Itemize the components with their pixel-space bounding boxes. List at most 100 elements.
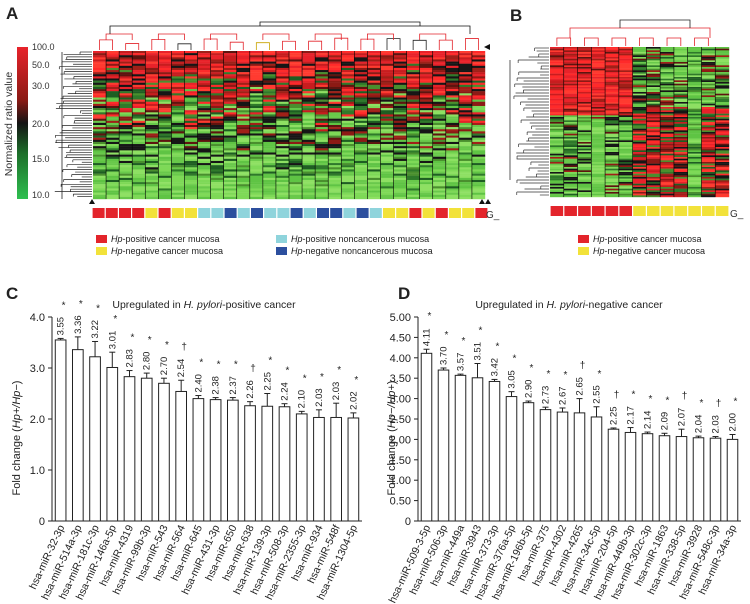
- heatmap-cell: [106, 150, 120, 153]
- heatmap-cell: [563, 65, 578, 68]
- heatmap-cell: [158, 175, 172, 179]
- heatmap-cell: [577, 153, 592, 156]
- heatmap-cell: [632, 193, 647, 196]
- heatmap-cell: [605, 85, 620, 88]
- heatmap-cell: [632, 140, 647, 143]
- heatmap-cell: [249, 91, 264, 94]
- heatmap-cell: [419, 63, 433, 66]
- heatmap-cell: [210, 179, 224, 183]
- heatmap-cell: [715, 128, 730, 131]
- heatmap-cell: [432, 78, 446, 81]
- heatmap-cell: [289, 86, 303, 90]
- heatmap-cell: [132, 59, 146, 62]
- heatmap-cell: [184, 108, 198, 111]
- heatmap-cell: [315, 158, 329, 162]
- heatmap-cell: [289, 127, 303, 130]
- heatmap-cell: [106, 65, 120, 69]
- heatmap-cell: [605, 173, 620, 176]
- heatmap-cell: [302, 156, 316, 160]
- heatmap-cell: [577, 152, 592, 154]
- y-tick-label: 1.00: [390, 475, 411, 487]
- heatmap-cell: [393, 177, 407, 181]
- heatmap-cell: [458, 196, 473, 200]
- heatmap-cell: [184, 110, 198, 113]
- heatmap-cell: [145, 84, 159, 88]
- heatmap-cell: [419, 67, 433, 71]
- heatmap-cell: [354, 76, 368, 79]
- heatmap-cell: [632, 187, 647, 189]
- heatmap-cell: [591, 52, 606, 54]
- heatmap-cell: [445, 97, 460, 100]
- heatmap-cell: [341, 114, 355, 117]
- heatmap-cell: [106, 125, 120, 128]
- y-tick-label: 5.00: [390, 312, 411, 324]
- heatmap-cell: [591, 145, 606, 148]
- heatmap-cell: [328, 91, 342, 94]
- heatmap-cell: [289, 101, 303, 105]
- heatmap-cell: [687, 128, 702, 131]
- heatmap-cell: [315, 139, 329, 143]
- heatmap-cell: [275, 169, 290, 172]
- heatmap-cell: [432, 190, 446, 193]
- heatmap-cell: [249, 154, 264, 157]
- dendrogram-branch: [639, 37, 654, 46]
- heatmap-cell: [262, 127, 277, 130]
- heatmap-cell: [106, 97, 120, 100]
- heatmap-cell: [687, 180, 702, 183]
- heatmap-cell: [577, 52, 592, 54]
- y-tick-label: 1.50: [390, 455, 411, 467]
- heatmap-cell: [184, 188, 198, 191]
- heatmap-cell: [171, 74, 185, 77]
- heatmap-cell: [419, 82, 433, 86]
- data-label: 2.73: [541, 386, 552, 405]
- heatmap-cell: [158, 55, 172, 58]
- heatmap-cell: [171, 112, 185, 115]
- y-tick-label: 3.0: [30, 363, 45, 375]
- heatmap-cell: [171, 137, 185, 140]
- heatmap-cell: [236, 86, 250, 90]
- heatmap-cell: [315, 184, 329, 187]
- legend-text: -positive cancer mucosa: [122, 234, 220, 244]
- heatmap-cell: [315, 53, 329, 56]
- heatmap-cell: [249, 95, 264, 98]
- heatmap-cell: [563, 193, 578, 196]
- heatmap-cell: [577, 183, 592, 186]
- heatmap-cell: [458, 190, 473, 193]
- heatmap-cell: [341, 72, 355, 75]
- heatmap-cell: [419, 141, 433, 145]
- heatmap-cell: [262, 190, 277, 193]
- heatmap-cell: [618, 120, 633, 123]
- heatmap-cell: [591, 62, 606, 64]
- heatmap-cell: [618, 148, 633, 151]
- heatmap-cell: [432, 110, 446, 113]
- heatmap-cell: [93, 150, 107, 153]
- heatmap-cell: [132, 165, 146, 168]
- heatmap-cell: [445, 179, 460, 183]
- heatmap-cell: [660, 158, 675, 161]
- heatmap-cell: [289, 120, 303, 124]
- heatmap-cell: [550, 65, 564, 68]
- scale-tick-label: 10.0: [32, 190, 50, 200]
- heatmap-cell: [328, 67, 342, 71]
- heatmap-cell: [715, 72, 730, 74]
- heatmap-cell: [550, 123, 564, 126]
- heatmap-cell: [660, 117, 675, 119]
- heatmap-cell: [158, 163, 172, 166]
- heatmap-cell: [550, 108, 564, 111]
- heatmap-cell: [380, 129, 394, 132]
- heatmap-cell: [223, 80, 237, 83]
- heatmap-cell: [249, 137, 264, 140]
- heatmap-cell: [210, 105, 224, 109]
- heatmap-cell: [646, 92, 661, 94]
- heatmap-cell: [106, 112, 120, 115]
- heatmap-cell: [591, 50, 606, 53]
- heatmap-cell: [341, 95, 355, 98]
- heatmap-cell: [632, 77, 647, 79]
- heatmap-cell: [354, 82, 368, 86]
- heatmap-cell: [591, 158, 606, 161]
- heatmap-cell: [380, 112, 394, 115]
- heatmap-cell: [210, 103, 224, 107]
- heatmap-cell: [563, 158, 578, 161]
- heatmap-cell: [184, 114, 198, 117]
- heatmap-cell: [618, 72, 633, 74]
